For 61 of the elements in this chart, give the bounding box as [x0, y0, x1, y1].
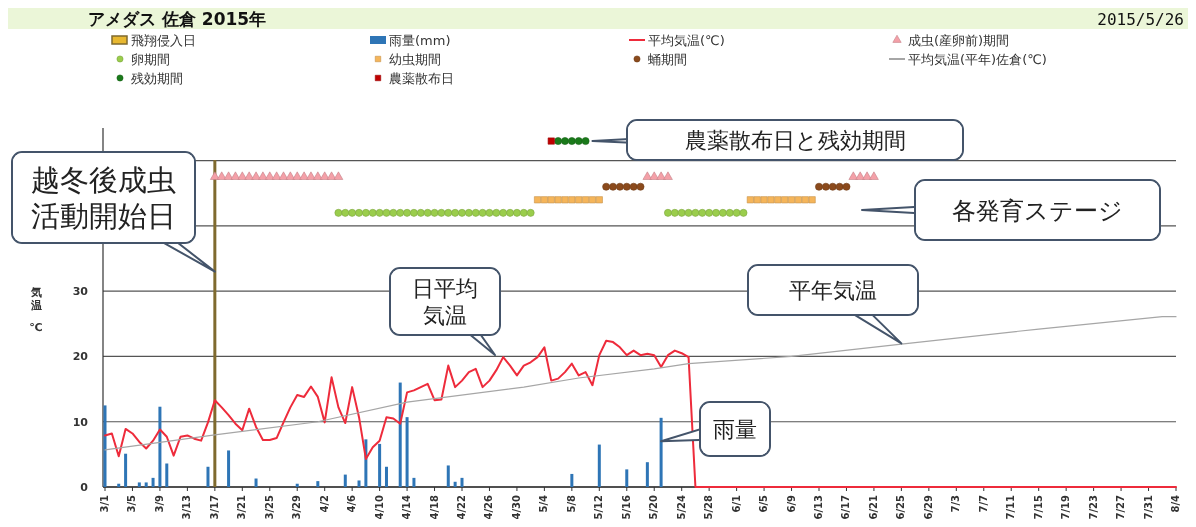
legend-label: 蛹期間 [648, 52, 687, 67]
x-tick-label: 6/25 [895, 494, 907, 520]
x-tick-label: 7/31 [1142, 494, 1154, 520]
annotation: 越冬後成虫活動開始日 [31, 162, 176, 234]
annotation: 各発育ステージ [952, 196, 1123, 225]
x-tick-label: 4/14 [401, 494, 413, 520]
x-tick-label: 6/1 [730, 494, 742, 513]
x-tick-label: 5/28 [703, 494, 715, 520]
x-tick-label: 4/22 [456, 494, 467, 520]
x-tick-label: 3/13 [181, 494, 193, 520]
y-tick-label: 20 [72, 350, 89, 364]
x-tick-label: 3/25 [263, 494, 275, 520]
x-tick-label: 7/15 [1032, 494, 1044, 520]
x-tick-label: 3/21 [236, 494, 248, 520]
x-tick-label: 4/30 [510, 494, 522, 520]
legend-label: 平均気温(℃) [648, 33, 725, 48]
chart-title: アメダス 佐倉 2015年 [88, 9, 267, 29]
legend-label: 飛翔侵入日 [131, 33, 196, 48]
x-tick-label: 7/23 [1087, 494, 1099, 520]
x-tick-label: 5/16 [620, 494, 632, 520]
x-tick-label: 3/17 [208, 494, 220, 520]
x-tick-label: 4/18 [428, 494, 440, 520]
x-tick-label: 6/9 [785, 494, 797, 513]
x-tick-label: 6/5 [758, 494, 770, 513]
legend-label: 雨量(mm) [389, 33, 451, 48]
x-tick-label: 5/20 [648, 494, 660, 520]
x-tick-label: 4/6 [346, 494, 358, 513]
chart-subtitle: 2015/5/26 [1097, 10, 1184, 29]
x-tick-label: 6/13 [813, 494, 824, 520]
legend-label: 成虫(産卵前)期間 [908, 33, 1010, 48]
x-tick-label: 5/12 [593, 494, 605, 520]
x-tick-label: 7/3 [950, 494, 962, 513]
x-tick-label: 8/4 [1170, 494, 1181, 513]
legend-label: 残効期間 [131, 71, 183, 86]
x-tick-label: 4/10 [373, 494, 385, 520]
x-tick-label: 5/24 [675, 494, 687, 520]
x-tick-label: 5/8 [565, 494, 577, 513]
x-tick-label: 3/5 [126, 494, 138, 513]
y-tick-label: 30 [72, 285, 89, 299]
x-tick-label: 3/1 [99, 494, 110, 513]
x-tick-label: 4/2 [318, 494, 330, 513]
legend-label: 平均気温(平年)佐倉(℃) [908, 52, 1047, 67]
x-tick-label: 7/7 [977, 494, 989, 513]
x-tick-label: 7/27 [1115, 494, 1127, 520]
legend-label: 農薬散布日 [389, 71, 454, 86]
x-tick-label: 6/29 [922, 494, 934, 520]
x-tick-label: 6/17 [840, 494, 852, 520]
annotation: 日平均気温 [412, 275, 478, 329]
annotation: 農薬散布日と残効期間 [684, 127, 906, 153]
legend-label: 幼虫期間 [389, 52, 441, 67]
x-tick-label: 4/26 [483, 494, 495, 520]
x-tick-label: 3/29 [291, 494, 303, 520]
x-tick-label: 5/4 [538, 494, 550, 513]
legend-label: 卵期間 [131, 52, 170, 67]
x-tick-label: 6/21 [867, 494, 879, 520]
x-tick-label: 7/11 [1005, 494, 1017, 520]
x-tick-label: 3/9 [153, 494, 165, 513]
x-tick-label: 7/19 [1060, 494, 1072, 520]
y-tick-label: 0 [80, 481, 89, 494]
y-axis-title: 気温℃ [29, 286, 43, 334]
y-tick-label: 10 [72, 415, 89, 429]
